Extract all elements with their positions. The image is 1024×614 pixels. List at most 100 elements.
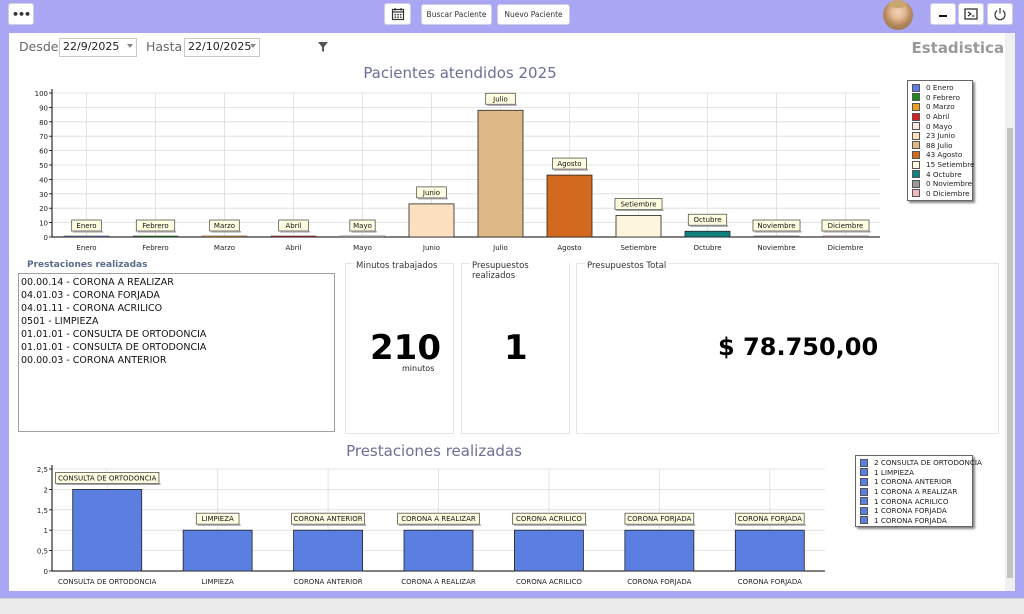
vertical-scrollbar[interactable] <box>1005 33 1015 591</box>
y-tick-label: 2,5 <box>37 466 48 474</box>
filter-icon[interactable] <box>318 42 328 52</box>
data-label: CORONA A REALIZAR <box>397 512 481 526</box>
y-tick-label: 100 <box>35 90 48 98</box>
data-label-text: CONSULTA DE ORTODONCIA <box>58 474 157 482</box>
status-bar <box>0 598 1024 614</box>
presupuestos-total-label: Presupuestos Total <box>585 261 669 271</box>
legend-swatch <box>860 468 868 477</box>
x-tick-label: Febrero <box>142 244 168 252</box>
bar <box>293 529 363 572</box>
data-label: Agosto <box>552 157 589 171</box>
power-button[interactable] <box>987 3 1013 25</box>
data-label-shadow <box>137 231 177 233</box>
desde-date-input[interactable]: 22/9/2025 <box>59 38 137 57</box>
legend-item: 0 Febrero <box>908 93 972 103</box>
data-label: Febrero <box>135 219 177 233</box>
legend-item: 0 Diciembre <box>908 189 972 199</box>
y-tick-label: 30 <box>39 191 48 199</box>
list-item[interactable]: 04.01.11 - CORONA ACRILICO <box>21 303 163 314</box>
legend-swatch <box>860 497 868 506</box>
data-label: Marzo <box>209 219 241 233</box>
bar <box>753 235 800 238</box>
menu-button[interactable]: ••• <box>8 3 34 25</box>
window-icon <box>964 8 978 20</box>
legend-label: 2 CONSULTA DE ORTODONCIA <box>874 458 982 468</box>
legend-swatch <box>860 506 868 515</box>
prestaciones-panel-title: Prestaciones realizadas <box>27 260 148 270</box>
y-tick-label: 20 <box>39 205 48 213</box>
legend-label: 0 Febrero <box>926 92 960 102</box>
legend-label: 23 Junio <box>926 131 956 141</box>
list-item[interactable]: 04.01.03 - CORONA FORJADA <box>21 290 160 301</box>
more-horizontal-icon: ••• <box>11 7 31 21</box>
data-label: Octubre <box>687 213 729 227</box>
minutos-value: 210 <box>370 328 441 368</box>
x-tick-label: Marzo <box>214 244 235 252</box>
data-label-shadow <box>736 524 806 526</box>
legend-label: 0 Enero <box>926 83 954 93</box>
bar <box>684 230 731 238</box>
data-label: Enero <box>71 219 103 233</box>
legend-swatch <box>912 131 920 140</box>
legend-swatch <box>912 83 920 92</box>
data-label-text: Setiembre <box>620 200 656 208</box>
list-item[interactable]: 01.01.01 - CONSULTA DE ORTODONCIA <box>21 342 207 353</box>
data-label: CORONA ANTERIOR <box>291 512 367 526</box>
bar <box>408 203 455 238</box>
data-label-shadow <box>56 483 161 485</box>
bar <box>63 235 110 238</box>
bar <box>339 235 386 238</box>
data-label: Junio <box>416 186 448 200</box>
legend-label: 88 Julio <box>926 140 953 150</box>
avatar[interactable] <box>883 0 913 30</box>
nuevo-paciente-button[interactable]: Nuevo Paciente <box>497 4 570 25</box>
calendar-button[interactable] <box>384 3 411 25</box>
data-label: LIMPIEZA <box>195 512 241 526</box>
legend-swatch <box>912 189 920 198</box>
legend-item: 1 CORONA FORJADA <box>856 516 972 526</box>
bar <box>182 529 253 572</box>
prestaciones-list[interactable]: 00.00.14 - CORONA A REALIZAR 04.01.03 - C… <box>18 273 335 432</box>
x-tick-label: CONSULTA DE ORTODONCIA <box>58 578 157 586</box>
legend-item: 1 CORONA ANTERIOR <box>856 477 972 487</box>
desde-label: Desde <box>19 39 59 54</box>
data-label: Noviembre <box>752 219 802 233</box>
y-tick-label: 0 <box>44 234 48 242</box>
scrollbar-thumb[interactable] <box>1007 128 1013 578</box>
legend-item: 0 Marzo <box>908 102 972 112</box>
legend-swatch <box>912 141 920 150</box>
legend-label: 0 Noviembre <box>926 179 973 189</box>
buscar-paciente-button[interactable]: Buscar Paciente <box>421 4 492 25</box>
bar <box>201 235 248 238</box>
data-label: Julio <box>485 92 517 106</box>
bar <box>403 529 474 572</box>
data-label-text: CORONA A REALIZAR <box>401 515 476 523</box>
list-item[interactable]: 01.01.01 - CONSULTA DE ORTODONCIA <box>21 329 207 340</box>
hasta-date-input[interactable]: 22/10/2025 <box>184 38 260 57</box>
legend-label: 0 Marzo <box>926 102 955 112</box>
list-item[interactable]: 0501 - LIMPIEZA <box>21 316 99 327</box>
minimize-button[interactable] <box>930 3 956 25</box>
data-label-shadow <box>823 231 871 233</box>
prestaciones-panel: Prestaciones realizadas 00.00.14 - CORON… <box>17 260 339 433</box>
power-icon <box>994 8 1006 21</box>
data-label: Abril <box>278 219 310 233</box>
y-tick-label: 1 <box>44 527 48 535</box>
legend-label: 0 Mayo <box>926 121 953 131</box>
data-label-text: Junio <box>422 189 440 197</box>
list-item[interactable]: 00.00.14 - CORONA A REALIZAR <box>21 277 174 288</box>
list-item[interactable]: 00.00.03 - CORONA ANTERIOR <box>21 355 167 366</box>
presupuestos-total-panel: Presupuestos Total $ 78.750,00 <box>576 261 999 434</box>
window-button[interactable] <box>958 3 984 25</box>
legend-item: 4 Octubre <box>908 169 972 179</box>
legend-item: 2 CONSULTA DE ORTODONCIA <box>856 458 982 468</box>
minimize-icon <box>939 14 947 17</box>
legend-item: 1 LIMPIEZA <box>856 468 972 478</box>
data-label-shadow <box>616 209 664 211</box>
chevron-down-icon <box>250 44 256 48</box>
data-label-text: Febrero <box>142 222 168 230</box>
y-tick-label: 80 <box>39 119 48 127</box>
bar <box>734 529 805 572</box>
chart2-legend: 2 CONSULTA DE ORTODONCIA 1 LIMPIEZA 1 CORO… <box>855 455 982 527</box>
data-label: Diciembre <box>821 219 871 233</box>
